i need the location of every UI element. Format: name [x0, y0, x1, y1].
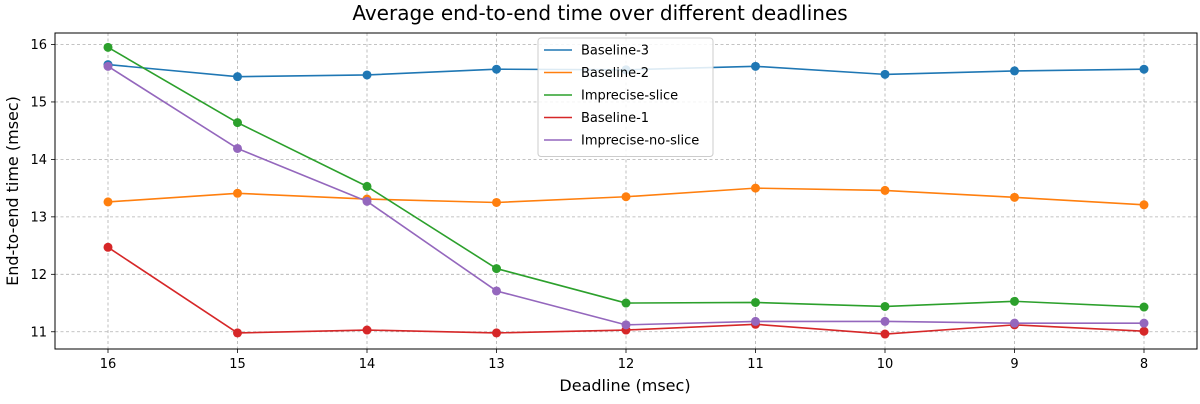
- legend-label: Imprecise-slice: [581, 89, 678, 104]
- legend-label: Baseline-3: [581, 44, 649, 59]
- data-point-baseline-1: [103, 242, 113, 252]
- data-point-baseline-3: [751, 61, 760, 71]
- x-tick-label: 12: [618, 357, 635, 372]
- data-point-imprecise-no-slice: [492, 286, 501, 296]
- legend-item-imprecise-no-slice: Imprecise-no-slice: [544, 134, 699, 149]
- data-point-imprecise-slice: [751, 297, 760, 307]
- data-point-imprecise-no-slice: [362, 196, 372, 206]
- y-tick-label: 15: [30, 95, 47, 110]
- legend-item-baseline-2: Baseline-2: [544, 66, 649, 81]
- x-tick-label: 11: [747, 357, 764, 372]
- series-imprecise-no-slice: [103, 61, 1149, 330]
- y-tick-label: 11: [30, 325, 47, 340]
- data-point-baseline-1: [492, 328, 501, 338]
- data-point-baseline-2: [1010, 192, 1019, 202]
- legend-label: Baseline-1: [581, 111, 649, 126]
- data-point-baseline-2: [103, 197, 113, 207]
- data-point-imprecise-slice: [492, 264, 501, 274]
- chart-title: Average end-to-end time over different d…: [352, 1, 847, 25]
- data-point-imprecise-slice: [103, 42, 113, 52]
- data-point-baseline-2: [880, 185, 890, 195]
- data-point-baseline-3: [1010, 66, 1019, 76]
- data-point-baseline-3: [880, 69, 890, 79]
- data-point-imprecise-slice: [362, 181, 372, 191]
- ticks: 16 15 14 13 12 11 10 9 8 11 12 13 14 15 16: [30, 38, 1148, 372]
- legend-item-baseline-3: Baseline-3: [544, 44, 649, 59]
- data-point-imprecise-slice: [880, 301, 890, 311]
- x-axis-label: Deadline (msec): [559, 376, 690, 395]
- legend-label: Baseline-2: [581, 66, 649, 81]
- x-tick-label: 15: [229, 357, 246, 372]
- data-point-baseline-3: [492, 64, 501, 74]
- legend-item-baseline-1: Baseline-1: [544, 111, 649, 126]
- data-point-baseline-3: [233, 72, 242, 82]
- legend: Baseline-3 Baseline-2 Imprecise-slice Basel…: [537, 37, 714, 157]
- x-tick-label: 13: [488, 357, 505, 372]
- data-point-imprecise-slice: [1010, 296, 1019, 306]
- legend-label: Imprecise-no-slice: [581, 134, 699, 149]
- y-tick-label: 14: [30, 153, 47, 168]
- data-point-imprecise-no-slice: [751, 316, 760, 326]
- data-point-imprecise-slice: [621, 298, 631, 308]
- data-point-baseline-1: [362, 325, 372, 335]
- data-point-baseline-1: [233, 328, 242, 338]
- data-point-imprecise-no-slice: [233, 143, 242, 153]
- data-point-baseline-1: [880, 329, 890, 339]
- data-point-imprecise-no-slice: [1139, 318, 1149, 328]
- x-tick-label: 8: [1140, 357, 1148, 372]
- y-tick-label: 16: [30, 38, 47, 53]
- data-point-imprecise-no-slice: [1010, 318, 1019, 328]
- legend-item-imprecise-slice: Imprecise-slice: [544, 89, 678, 104]
- data-point-imprecise-no-slice: [103, 61, 113, 71]
- data-point-baseline-2: [492, 197, 501, 207]
- data-point-baseline-3: [1139, 64, 1149, 74]
- series-imprecise-slice: [103, 42, 1149, 312]
- series-baseline-2: [103, 183, 1149, 210]
- y-tick-label: 12: [30, 268, 47, 283]
- data-point-baseline-2: [1139, 200, 1149, 210]
- x-tick-label: 9: [1010, 357, 1018, 372]
- data-point-baseline-1: [1139, 326, 1149, 336]
- data-point-imprecise-no-slice: [621, 320, 631, 330]
- y-tick-label: 13: [30, 210, 47, 225]
- data-point-baseline-2: [621, 192, 631, 202]
- data-point-imprecise-slice: [1139, 302, 1149, 312]
- y-axis-label: End-to-end time (msec): [3, 96, 22, 286]
- x-tick-label: 16: [100, 357, 117, 372]
- x-tick-label: 14: [359, 357, 376, 372]
- x-tick-label: 10: [877, 357, 894, 372]
- data-point-baseline-2: [233, 188, 242, 198]
- grid: [55, 33, 1197, 349]
- data-point-imprecise-slice: [233, 118, 242, 128]
- data-point-baseline-3: [362, 70, 372, 80]
- data-point-baseline-2: [751, 183, 760, 193]
- data-point-imprecise-no-slice: [880, 316, 890, 326]
- legend-box: [537, 37, 714, 157]
